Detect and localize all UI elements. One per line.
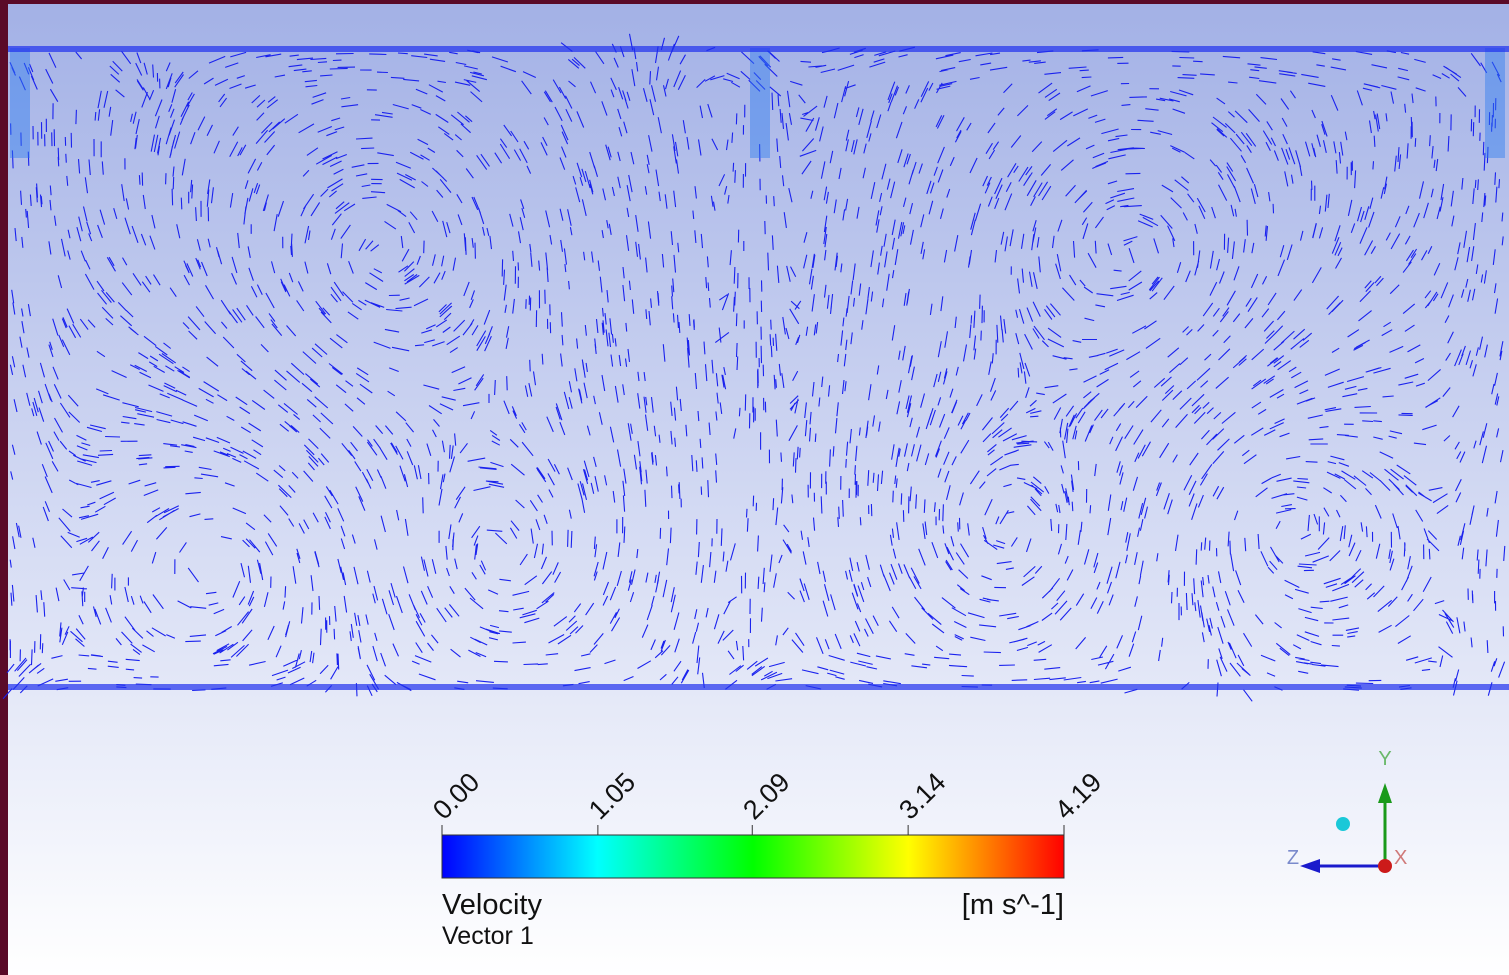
colorbar: [441, 834, 1065, 879]
axis-triad: Y Z X: [1287, 748, 1407, 873]
colorbar-variable: Velocity: [442, 889, 542, 921]
y-axis-label: Y: [1378, 748, 1391, 770]
x-axis-label: X: [1394, 847, 1407, 869]
view-dot: [1336, 817, 1350, 831]
viewport-background: [8, 4, 1509, 975]
vector-field: [2, 33, 1509, 702]
velocity-vectors: [2, 33, 1506, 702]
colorbar-unit: [m s^-1]: [962, 889, 1064, 921]
bottom-wall-band: [8, 684, 1509, 690]
top-wall-band: [8, 46, 1509, 52]
inlet-jet: [10, 48, 30, 158]
colorbar-name: Vector 1: [442, 922, 534, 950]
z-axis-head: [1300, 859, 1320, 873]
x-axis-dot: [1378, 859, 1392, 873]
y-axis-head: [1378, 783, 1392, 803]
inlet-jet: [1485, 48, 1505, 158]
inlet-jet: [750, 48, 770, 158]
z-axis-label: Z: [1287, 847, 1299, 869]
